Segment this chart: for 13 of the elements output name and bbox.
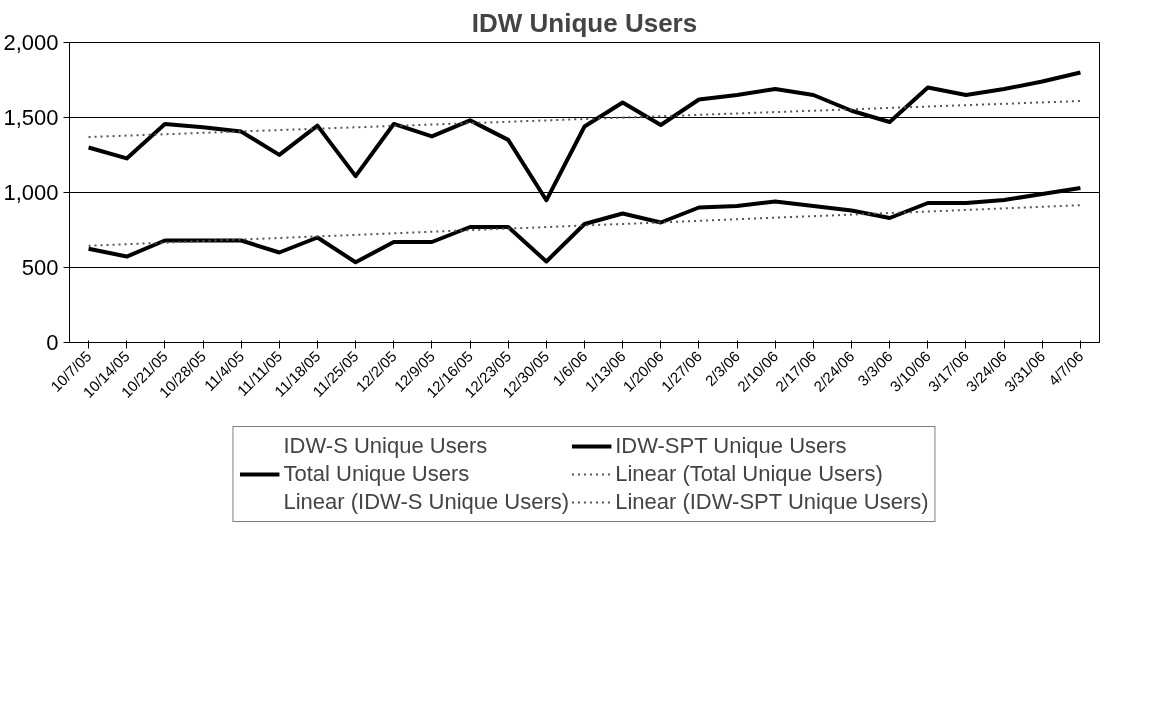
- chart-title: IDW Unique Users: [471, 7, 698, 38]
- text: Linear (IDW-S Unique Users): [283, 489, 570, 515]
- y-tick-label: 0: [46, 330, 59, 355]
- line-series: [86, 186, 1083, 265]
- y-tick-label: 1,500: [3, 105, 59, 130]
- text: IDW-S Unique Users: [283, 433, 488, 459]
- legend-label: Linear (IDW-SPT Unique Users): [615, 489, 929, 515]
- legend-label: Total Unique Users: [283, 461, 470, 487]
- legend-label: Linear (Total Unique Users): [615, 461, 883, 487]
- y-tick-label: 1,000: [3, 180, 59, 205]
- legend-label: IDW-SPT Unique Users: [615, 433, 847, 459]
- y-tick-label: 2,000: [3, 30, 59, 55]
- y-tick-label: 500: [21, 255, 59, 280]
